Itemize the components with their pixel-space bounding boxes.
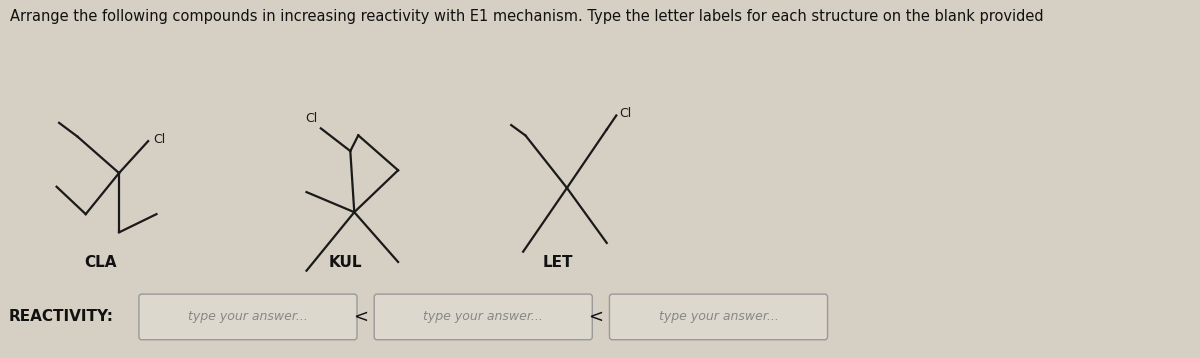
FancyBboxPatch shape (374, 294, 593, 340)
FancyBboxPatch shape (610, 294, 828, 340)
Text: <: < (588, 308, 604, 326)
Text: KUL: KUL (329, 255, 362, 270)
FancyBboxPatch shape (139, 294, 358, 340)
Text: <: < (353, 308, 368, 326)
Text: LET: LET (542, 255, 574, 270)
Text: type your answer...: type your answer... (659, 310, 779, 323)
Text: type your answer...: type your answer... (188, 310, 308, 323)
Text: Cl: Cl (619, 107, 631, 120)
Text: CLA: CLA (85, 255, 118, 270)
Text: Arrange the following compounds in increasing reactivity with E1 mechanism. Type: Arrange the following compounds in incre… (11, 9, 1044, 24)
Text: REACTIVITY:: REACTIVITY: (8, 309, 114, 324)
Text: type your answer...: type your answer... (424, 310, 544, 323)
Text: Cl: Cl (306, 112, 318, 125)
Text: Cl: Cl (154, 133, 166, 146)
